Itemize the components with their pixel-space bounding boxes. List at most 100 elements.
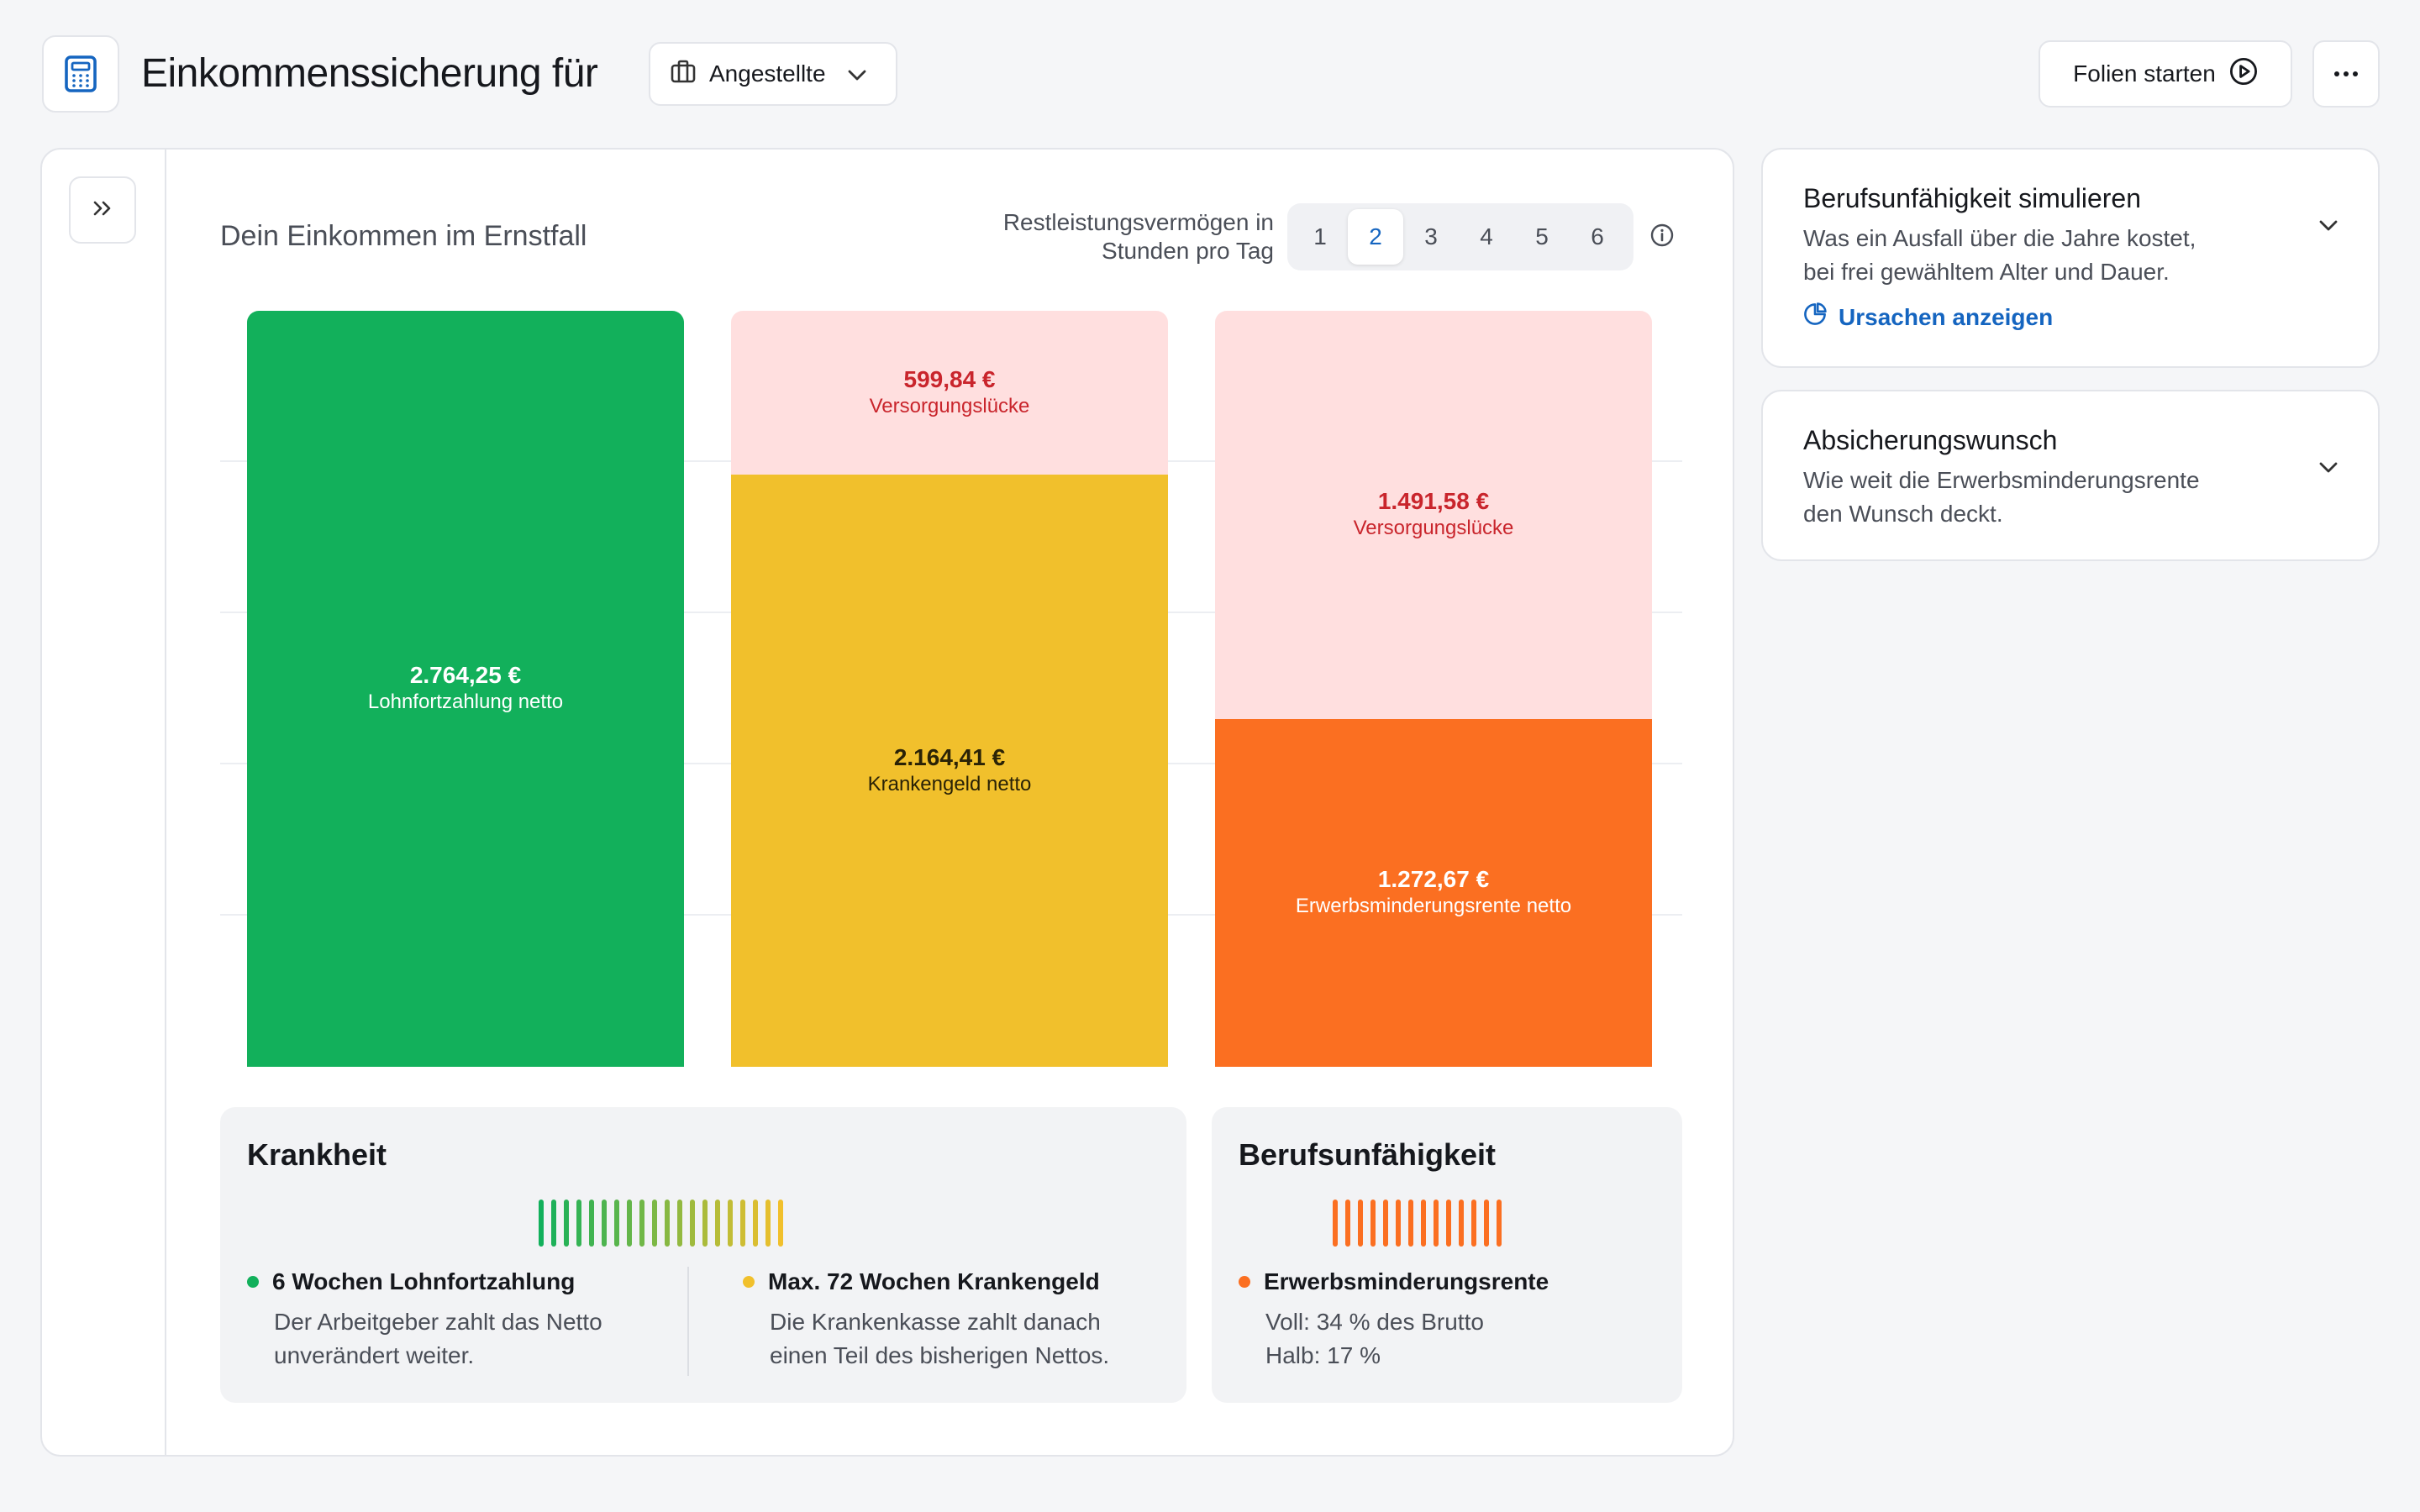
hour-option-5[interactable]: 5	[1535, 223, 1549, 249]
timeline-tick	[1434, 1200, 1439, 1247]
timeline-tick	[753, 1200, 758, 1247]
disability-card: Berufsunfähigkeit Erwerbsminderungsrente…	[1212, 1107, 1682, 1403]
segment-value: 2.164,41 €	[893, 743, 1006, 770]
timeline-tick	[740, 1200, 745, 1247]
income-bar-chart: 2.764,25 € Lohnfortzahlung netto 2.164,41 …	[220, 311, 1682, 1067]
start-slides-button[interactable]: Folien starten	[2039, 40, 2292, 108]
info-icon[interactable]	[1650, 223, 1674, 251]
play-circle-icon	[2229, 57, 2258, 92]
segment-label: Lohnfortzahlung netto	[367, 690, 564, 713]
divider	[687, 1267, 689, 1376]
timeline-tick	[1333, 1200, 1338, 1247]
income-segment: 2.164,41 € Krankengeld netto	[731, 475, 1168, 1067]
illness-legend-salary: 6 Wochen Lohnfortzahlung Der Arbeitgeber…	[247, 1268, 602, 1373]
segment-label: Versorgungslücke	[1353, 516, 1514, 539]
pie-chart-icon	[1803, 302, 1827, 332]
supply-gap-segment: 1.491,58 € Versorgungslücke	[1215, 311, 1652, 719]
timeline-tick	[1370, 1200, 1376, 1247]
side-rail	[42, 150, 166, 1455]
panel-line: den Wunsch deckt.	[1803, 501, 2003, 527]
start-slides-label: Folien starten	[2073, 60, 2216, 87]
segment-value: 599,84 €	[903, 365, 996, 392]
timeline-tick	[1396, 1200, 1401, 1247]
segment-label: Erwerbsminderungsrente netto	[1295, 894, 1572, 917]
timeline-tick	[778, 1200, 783, 1247]
briefcase-icon	[671, 60, 696, 89]
timeline-tick	[551, 1200, 556, 1247]
legend-line: Voll: 34 % des Brutto	[1265, 1309, 1484, 1335]
timeline-tick	[690, 1200, 695, 1247]
timeline-tick	[627, 1200, 632, 1247]
show-causes-label: Ursachen anzeigen	[1839, 303, 2054, 330]
legend-line: einen Teil des bisherigen Nettos.	[770, 1342, 1110, 1368]
timeline-tick	[1471, 1200, 1476, 1247]
timeline-tick	[576, 1200, 581, 1247]
disability-card-title: Berufsunfähigkeit	[1239, 1137, 1497, 1172]
coverage-wish-panel[interactable]: Absicherungswunsch Wie weit die Erwerbsm…	[1761, 390, 2380, 561]
illness-legend-sickpay: Max. 72 Wochen Krankengeld Die Krankenka…	[743, 1268, 1109, 1373]
hours-label-line1: Restleistungsvermögen in	[1002, 209, 1274, 235]
timeline-tick	[602, 1200, 607, 1247]
illness-ticks	[539, 1200, 783, 1247]
income-segment: 2.764,25 € Lohnfortzahlung netto	[247, 311, 684, 1067]
timeline-tick	[728, 1200, 733, 1247]
panel-description: Wie weit die Erwerbsminderungsrente den W…	[1803, 464, 2274, 531]
disability-ticks	[1333, 1200, 1502, 1247]
timeline-tick	[614, 1200, 619, 1247]
timeline-tick	[589, 1200, 594, 1247]
illness-card-title: Krankheit	[247, 1137, 387, 1172]
hour-option-1[interactable]: 1	[1313, 223, 1327, 249]
timeline-tick	[1383, 1200, 1388, 1247]
simulate-disability-panel[interactable]: Berufsunfähigkeit simulieren Was ein Aus…	[1761, 148, 2380, 368]
more-options-button[interactable]	[2312, 40, 2380, 108]
hour-option-4[interactable]: 4	[1480, 223, 1493, 249]
segment-label: Versorgungslücke	[869, 394, 1030, 417]
segment-label: Krankengeld netto	[867, 772, 1032, 795]
legend-title: Max. 72 Wochen Krankengeld	[768, 1268, 1100, 1294]
illness-card: Krankheit 6 Wochen Lohnfortzahlung Der A…	[220, 1107, 1186, 1403]
legend-line: Halb: 17 %	[1265, 1342, 1381, 1368]
hours-label-line2: Stunden pro Tag	[1102, 238, 1274, 264]
timeline-tick	[1358, 1200, 1363, 1247]
timeline-tick	[665, 1200, 670, 1247]
panel-title: Berufsunfähigkeit simulieren	[1803, 183, 2141, 213]
chevron-down-icon[interactable]	[2319, 462, 2338, 478]
timeline-tick	[564, 1200, 569, 1247]
green-dot	[247, 1276, 259, 1288]
timeline-tick	[1408, 1200, 1413, 1247]
yellow-dot	[743, 1276, 755, 1288]
hours-label: Restleistungsvermögen in Stunden pro Tag	[882, 208, 1274, 265]
income-segment: 1.272,67 € Erwerbsminderungsrente netto	[1215, 718, 1652, 1067]
segment-value: 2.764,25 €	[409, 662, 522, 688]
chart-bar-3: 1.272,67 € Erwerbsminderungsrente netto 1.…	[1215, 311, 1652, 1067]
show-causes-link[interactable]: Ursachen anzeigen	[1803, 302, 2053, 332]
role-select-value: Angestellte	[709, 60, 826, 87]
timeline-tick	[1459, 1200, 1464, 1247]
legend-line: Der Arbeitgeber zahlt das Netto	[274, 1309, 602, 1335]
panel-line: Wie weit die Erwerbsminderungsrente	[1803, 467, 2200, 493]
hour-option-3[interactable]: 3	[1424, 223, 1438, 249]
panel-description: Was ein Ausfall über die Jahre kostet, be…	[1803, 222, 2274, 289]
segment-value: 1.272,67 €	[1377, 865, 1490, 892]
expand-sidebar-button[interactable]	[69, 176, 136, 244]
chart-bar-2: 2.164,41 € Krankengeld netto 599,84 € Verso…	[731, 311, 1168, 1067]
supply-gap-segment: 599,84 € Versorgungslücke	[731, 311, 1168, 475]
timeline-tick	[639, 1200, 644, 1247]
timeline-tick	[702, 1200, 708, 1247]
chevron-down-icon[interactable]	[2319, 220, 2338, 236]
chart-title: Dein Einkommen im Ernstfall	[220, 220, 587, 252]
timeline-tick	[1446, 1200, 1451, 1247]
timeline-tick	[765, 1200, 771, 1247]
timeline-tick	[652, 1200, 657, 1247]
panel-line: bei frei gewähltem Alter und Dauer.	[1803, 259, 2170, 285]
calculator-icon[interactable]	[42, 35, 119, 113]
chevron-down-icon	[848, 60, 866, 87]
timeline-tick	[1345, 1200, 1350, 1247]
role-select[interactable]: Angestellte	[649, 42, 897, 106]
legend-title: 6 Wochen Lohnfortzahlung	[272, 1268, 576, 1294]
disability-legend-pension: Erwerbsminderungsrente Voll: 34 % des Br…	[1239, 1268, 1549, 1373]
hour-option-2[interactable]: 2	[1348, 209, 1403, 265]
income-chart-card: Dein Einkommen im Ernstfall Restleistung…	[40, 148, 1734, 1457]
hour-option-6[interactable]: 6	[1591, 223, 1604, 249]
